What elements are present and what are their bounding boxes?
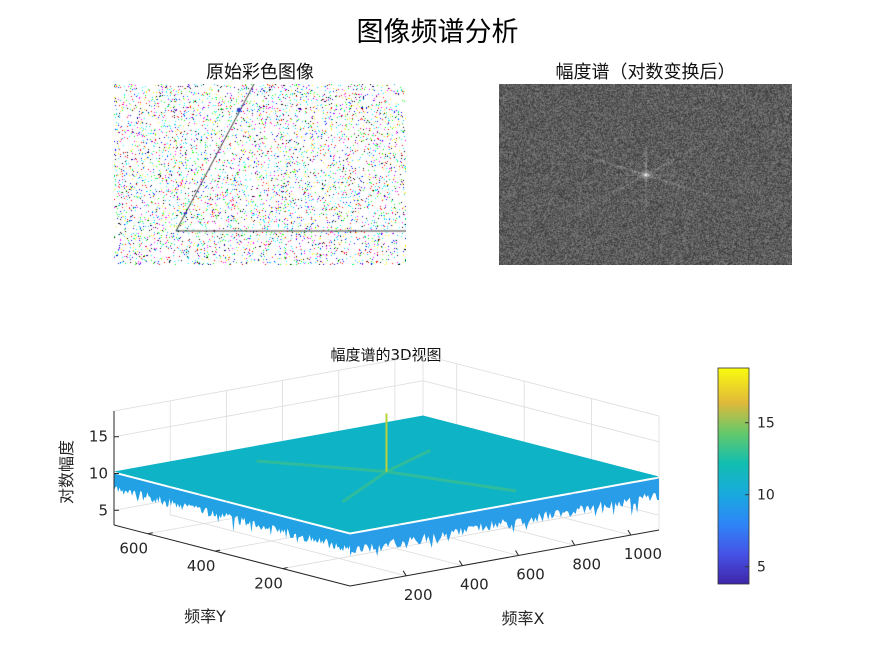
- x-axis-label: 频率X: [502, 609, 545, 628]
- y-tick-label: 200: [254, 575, 283, 593]
- y-tick-mark: [147, 532, 153, 535]
- y-tick-mark: [215, 549, 221, 552]
- y-tick-label: 600: [119, 540, 148, 558]
- grid-line-x: [170, 514, 407, 577]
- y-tick-mark: [282, 567, 288, 570]
- colorbar-tick-label: 15: [757, 416, 775, 432]
- y-tick-label: 400: [187, 557, 216, 575]
- surface-top: [114, 415, 659, 533]
- x-tick-mark: [458, 560, 463, 566]
- magnitude-spectrum-image: [499, 84, 792, 265]
- spectrum-image-canvas: [499, 84, 792, 265]
- surface-plot-title: 幅度谱的3D视图: [330, 346, 441, 364]
- colorbar-ticks: 5 10 15: [745, 416, 775, 576]
- x-tick-label: 1000: [624, 545, 662, 563]
- box-edge: [422, 354, 660, 417]
- surface-front-skirt: [350, 478, 659, 557]
- colorbar-tick-label: 10: [757, 488, 775, 504]
- x-tick-mark: [402, 570, 407, 577]
- original-image-title: 原始彩色图像: [206, 62, 314, 83]
- magnitude-spectrum-title: 幅度谱（对数变换后）: [555, 62, 736, 83]
- x-tick-mark: [627, 529, 632, 536]
- original-color-image: [114, 84, 406, 265]
- figure-title: 图像频谱分析: [356, 17, 519, 48]
- x-tick-label: 600: [516, 565, 545, 583]
- z-tick-label: 10: [89, 465, 108, 483]
- y-axis-label: 频率Y: [184, 607, 226, 626]
- colorbar-tick-label: 5: [757, 560, 766, 576]
- z-tick-label: 15: [89, 428, 108, 446]
- x-tick-mark: [515, 550, 519, 556]
- y-axis-line: [113, 524, 351, 587]
- x-tick-mark: [571, 540, 576, 546]
- axes-lines: [113, 411, 660, 587]
- tick-labels: 200 400 600 800 1000 200 400 600 5 10 15: [89, 428, 662, 604]
- x-tick-label: 800: [572, 555, 601, 573]
- noise-image-canvas: [114, 84, 406, 265]
- grid-line-z-wall: [422, 380, 660, 443]
- z-tick-label: 5: [98, 501, 108, 519]
- x-tick-label: 200: [404, 586, 433, 604]
- z-axis-label: 对数幅度: [57, 440, 76, 504]
- surface-left-skirt: [114, 473, 350, 552]
- surface-mesh: [114, 413, 659, 557]
- colorbar: [717, 367, 750, 585]
- grid-line-z: [113, 380, 424, 438]
- box-edge: [113, 354, 424, 412]
- x-tick-label: 400: [460, 576, 489, 594]
- x-axis-line: [349, 529, 660, 587]
